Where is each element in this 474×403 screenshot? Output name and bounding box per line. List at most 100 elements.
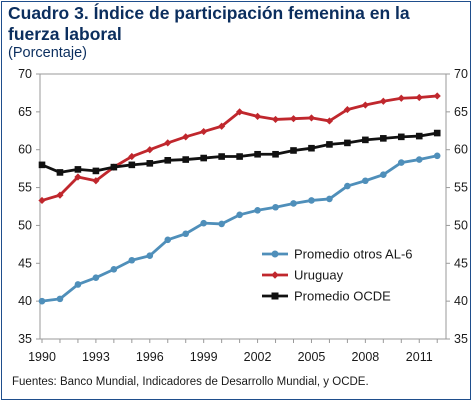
data-point xyxy=(254,206,261,214)
legend-label: Promedio otros AL-6 xyxy=(294,247,413,262)
data-point xyxy=(218,220,225,228)
y-tick-label-left: 60 xyxy=(18,143,32,157)
data-point xyxy=(200,154,207,162)
data-point xyxy=(380,171,387,178)
data-point xyxy=(92,274,100,281)
data-point xyxy=(415,93,423,102)
y-tick-label-right: 40 xyxy=(454,294,468,308)
y-tick-label-left: 40 xyxy=(18,294,32,308)
data-point xyxy=(128,152,136,161)
data-point xyxy=(397,133,405,141)
data-point xyxy=(325,117,334,125)
data-point xyxy=(182,156,190,163)
data-point xyxy=(415,132,423,140)
data-point xyxy=(308,144,315,152)
data-point xyxy=(110,163,118,171)
data-point xyxy=(272,150,279,158)
data-point xyxy=(236,211,243,219)
y-tick-label-right: 65 xyxy=(454,105,468,119)
data-point xyxy=(128,256,136,264)
y-tick-label-left: 50 xyxy=(18,218,32,232)
data-point xyxy=(253,112,262,120)
data-point xyxy=(271,115,280,124)
data-point xyxy=(379,97,387,105)
data-point xyxy=(146,252,154,260)
plot-area xyxy=(39,73,447,340)
x-tick-label: 1993 xyxy=(82,350,110,364)
data-point xyxy=(38,161,46,169)
y-tick-label-left: 65 xyxy=(18,105,32,119)
x-tick-label: 2011 xyxy=(406,350,433,364)
data-point xyxy=(200,219,207,227)
x-tick-label: 2002 xyxy=(244,350,272,364)
data-point xyxy=(308,197,315,204)
data-point xyxy=(433,92,441,100)
data-point xyxy=(164,157,172,164)
y-tick-label-right: 70 xyxy=(454,67,468,81)
data-point xyxy=(326,195,333,203)
data-point xyxy=(164,139,172,147)
data-point xyxy=(344,182,351,190)
data-point xyxy=(290,200,297,207)
data-point xyxy=(38,196,46,205)
data-point xyxy=(254,150,261,158)
y-tick-label-right: 55 xyxy=(454,181,468,195)
x-tick-label: 2005 xyxy=(298,350,326,364)
data-point xyxy=(307,114,316,122)
data-point xyxy=(289,115,298,123)
data-point xyxy=(200,127,208,136)
data-point xyxy=(380,135,387,142)
data-point xyxy=(218,122,226,130)
data-point xyxy=(56,191,64,199)
chart-title: Cuadro 3. Índice de participación femeni… xyxy=(8,3,410,44)
source-note: Fuentes: Banco Mundial, Indicadores de D… xyxy=(12,376,369,388)
data-point xyxy=(38,297,46,305)
y-tick-label-right: 35 xyxy=(454,332,468,346)
data-point xyxy=(326,141,333,148)
legend-marker xyxy=(271,271,279,279)
legend-label: Promedio OCDE xyxy=(294,289,391,304)
data-point xyxy=(433,152,441,160)
x-tick-label: 2008 xyxy=(351,350,379,364)
y-tick-label-right: 50 xyxy=(454,218,468,232)
x-tick-label: 1990 xyxy=(28,350,56,364)
data-point xyxy=(344,139,351,147)
data-point xyxy=(92,167,100,175)
data-point xyxy=(362,177,369,185)
y-tick-label-left: 55 xyxy=(18,181,32,195)
data-point xyxy=(343,105,351,114)
data-point xyxy=(415,156,423,163)
y-tick-label-right: 45 xyxy=(454,256,468,270)
data-point xyxy=(182,230,190,238)
data-point xyxy=(164,236,172,244)
data-point xyxy=(272,203,279,211)
data-point xyxy=(146,160,154,167)
data-point xyxy=(182,133,190,141)
x-tick-label: 1999 xyxy=(190,350,218,364)
series-line-2 xyxy=(41,131,438,174)
data-point xyxy=(236,153,243,160)
data-point xyxy=(128,161,136,169)
data-point xyxy=(361,101,369,109)
y-tick-label-left: 35 xyxy=(18,332,32,346)
data-point xyxy=(74,173,82,181)
data-point xyxy=(433,129,441,137)
data-point xyxy=(74,281,82,288)
data-point xyxy=(290,147,297,154)
y-tick-label-left: 70 xyxy=(18,67,32,81)
data-point xyxy=(236,108,244,116)
x-tick-label: 1996 xyxy=(136,350,164,364)
chart-subtitle: (Porcentaje) xyxy=(8,45,87,61)
y-tick-label-left: 45 xyxy=(18,256,32,270)
data-point xyxy=(397,94,405,102)
data-point xyxy=(56,295,64,303)
data-point xyxy=(218,153,225,160)
data-point xyxy=(110,266,118,273)
data-point xyxy=(74,166,82,173)
legend-marker xyxy=(271,292,279,300)
data-point xyxy=(397,159,405,166)
data-point xyxy=(146,146,154,154)
data-point xyxy=(362,136,369,144)
